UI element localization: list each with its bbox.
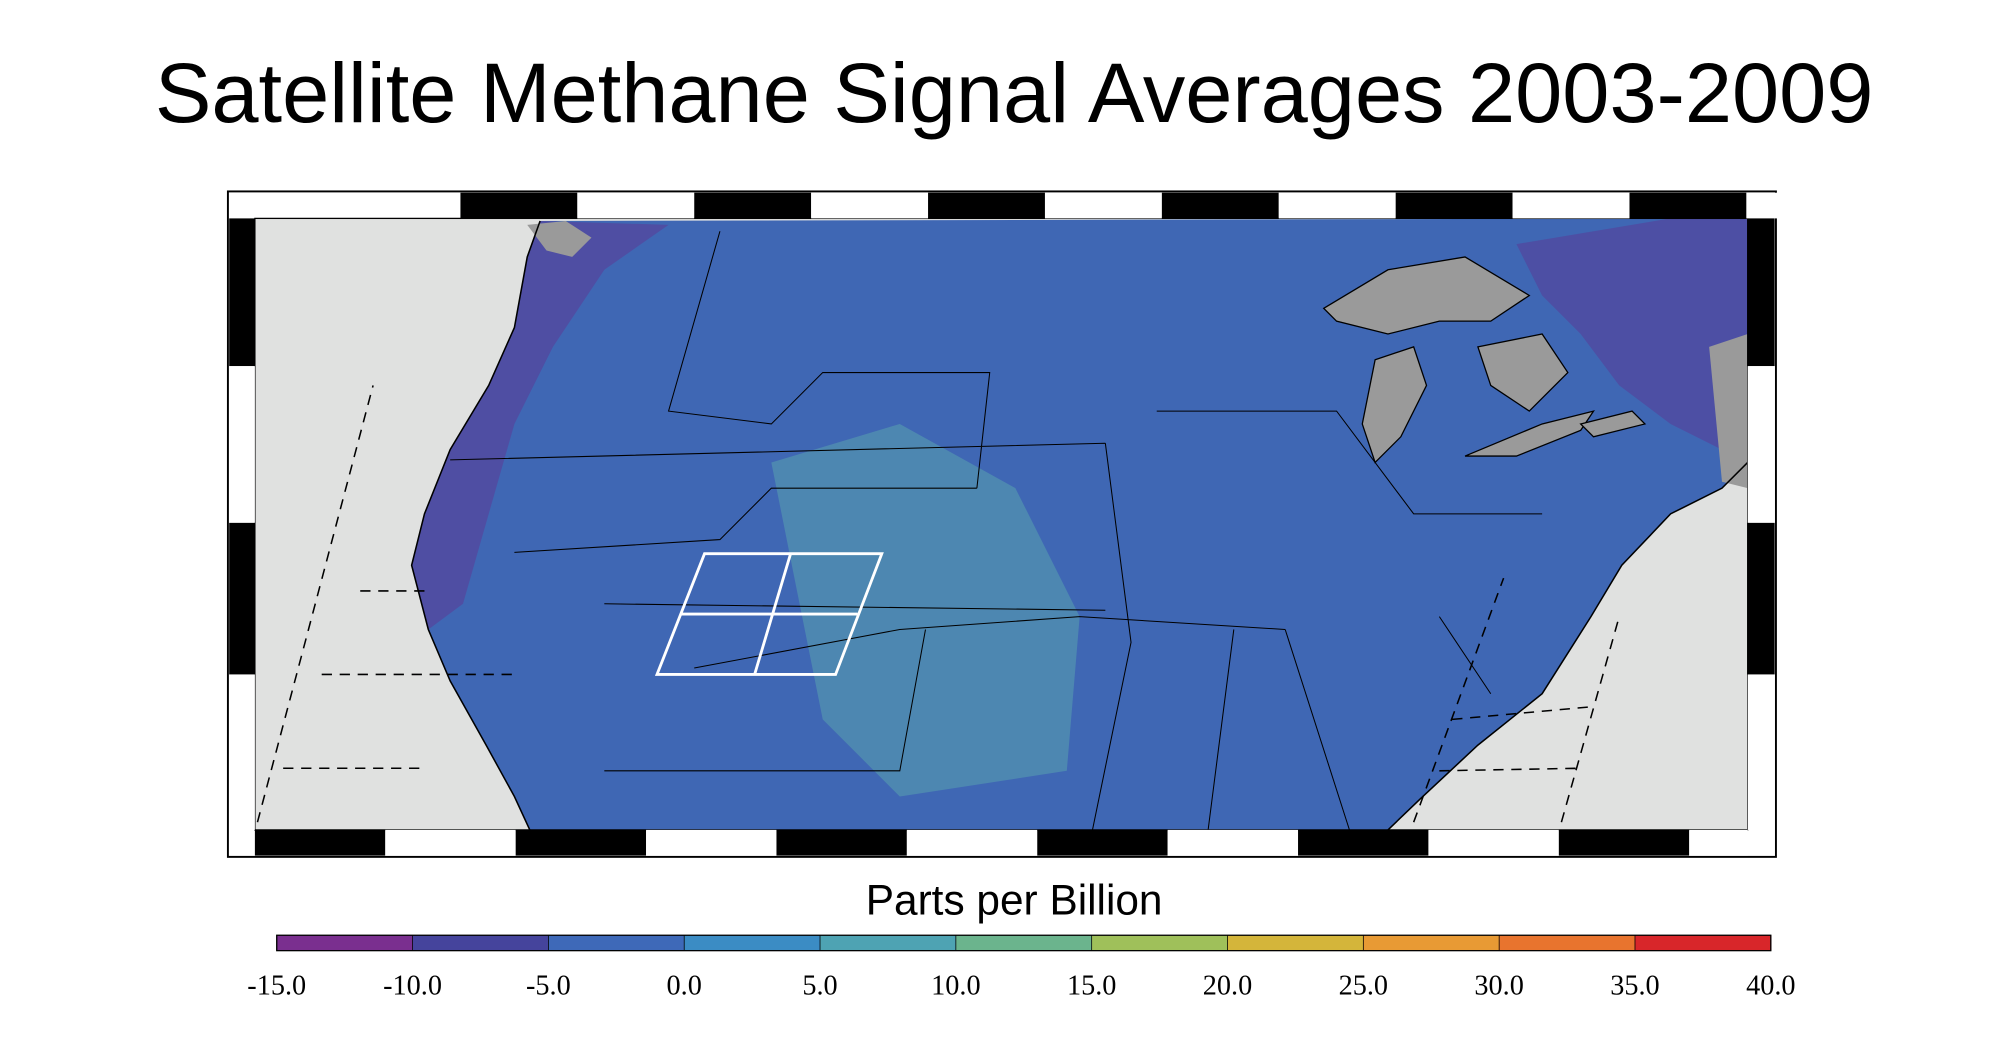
frame-check	[229, 674, 255, 830]
land-shade	[411, 220, 669, 630]
colorbar-tick-label: 5.0	[802, 970, 837, 1001]
colorbar-segment	[1634, 935, 1772, 951]
frame-check	[1629, 192, 1747, 219]
map	[226, 190, 1864, 858]
frame-check	[229, 366, 255, 523]
colorbar-tick-label: 20.0	[1203, 970, 1252, 1001]
frame-check	[776, 829, 907, 856]
frame-check	[1167, 829, 1299, 856]
colorbar-segment	[684, 935, 821, 951]
frame-check	[1747, 522, 1775, 675]
frame-check	[694, 192, 812, 219]
frame-check	[229, 522, 255, 675]
coastline	[410, 220, 1749, 831]
colorbar-segment	[955, 935, 1093, 951]
frame-check	[1512, 192, 1630, 219]
colorbar-segment	[276, 935, 414, 951]
frame-checks	[229, 192, 1864, 856]
frame-check	[1747, 674, 1775, 830]
colorbar-tick-label: 0.0	[667, 970, 702, 1001]
lake	[1322, 256, 1531, 335]
colorbar-segment	[1363, 935, 1500, 951]
colorbar-label: Parts per Billion	[866, 877, 1163, 924]
frame-check	[906, 829, 1038, 856]
map-frame	[226, 190, 1777, 858]
frame-check	[460, 192, 578, 219]
frame-check	[1044, 192, 1162, 219]
lake	[1477, 333, 1569, 412]
frame-check	[1746, 192, 1864, 219]
colorbar-segment	[548, 935, 685, 951]
frame-check	[1037, 829, 1168, 856]
colorbar-tick-label: -15.0	[247, 970, 306, 1001]
colorbar-segment	[1091, 935, 1229, 951]
land-grey	[527, 220, 592, 257]
frame-check	[1395, 192, 1513, 219]
frame-check	[646, 829, 777, 856]
frame-check	[1428, 829, 1559, 856]
frame-check	[229, 218, 255, 367]
frame-check	[1747, 366, 1775, 523]
colorbar-tick-label: 30.0	[1474, 970, 1523, 1001]
colorbar-tick-label: 15.0	[1067, 970, 1116, 1001]
colorbar-segment	[1227, 935, 1364, 951]
colorbar-tick-label: 35.0	[1610, 970, 1659, 1001]
colorbar-tick-label: 10.0	[931, 970, 980, 1001]
frame-check	[515, 829, 647, 856]
colorbar-tick-label: -10.0	[383, 970, 442, 1001]
frame-check	[928, 192, 1045, 219]
graticule	[256, 385, 1620, 823]
colorbar-tick-label: -5.0	[526, 970, 571, 1001]
frame-check	[385, 829, 516, 856]
frame-check	[1298, 829, 1429, 856]
colorbar-tick-label: 40.0	[1746, 970, 1795, 1001]
frame-check	[254, 829, 386, 856]
frame-check	[1747, 218, 1775, 367]
frame-check	[811, 192, 929, 219]
study-region	[654, 552, 884, 676]
colorbar-tick-label: 25.0	[1339, 970, 1388, 1001]
lake	[1579, 410, 1647, 438]
land-grey	[1709, 334, 1748, 489]
title: Satellite Methane Signal Averages 2003-2…	[155, 45, 1874, 140]
colorbar: -15.0 -10.0 -5.0 0.0 5.0 10.0 15.0 20.0 25.0 30.0…	[247, 934, 1796, 1001]
colorbar-segment	[412, 935, 550, 951]
colorbar-segment	[1499, 935, 1636, 951]
lake	[1464, 410, 1595, 457]
land-shade	[771, 423, 1080, 797]
frame-check	[1558, 829, 1690, 856]
state-borders	[450, 231, 1543, 831]
frame-check	[1689, 829, 1748, 856]
lake	[1361, 346, 1428, 464]
land-shade	[1516, 218, 1748, 463]
frame-check	[577, 192, 695, 219]
colorbar-segment	[820, 935, 957, 951]
frame-check	[1278, 192, 1396, 219]
frame-check	[1161, 192, 1279, 219]
